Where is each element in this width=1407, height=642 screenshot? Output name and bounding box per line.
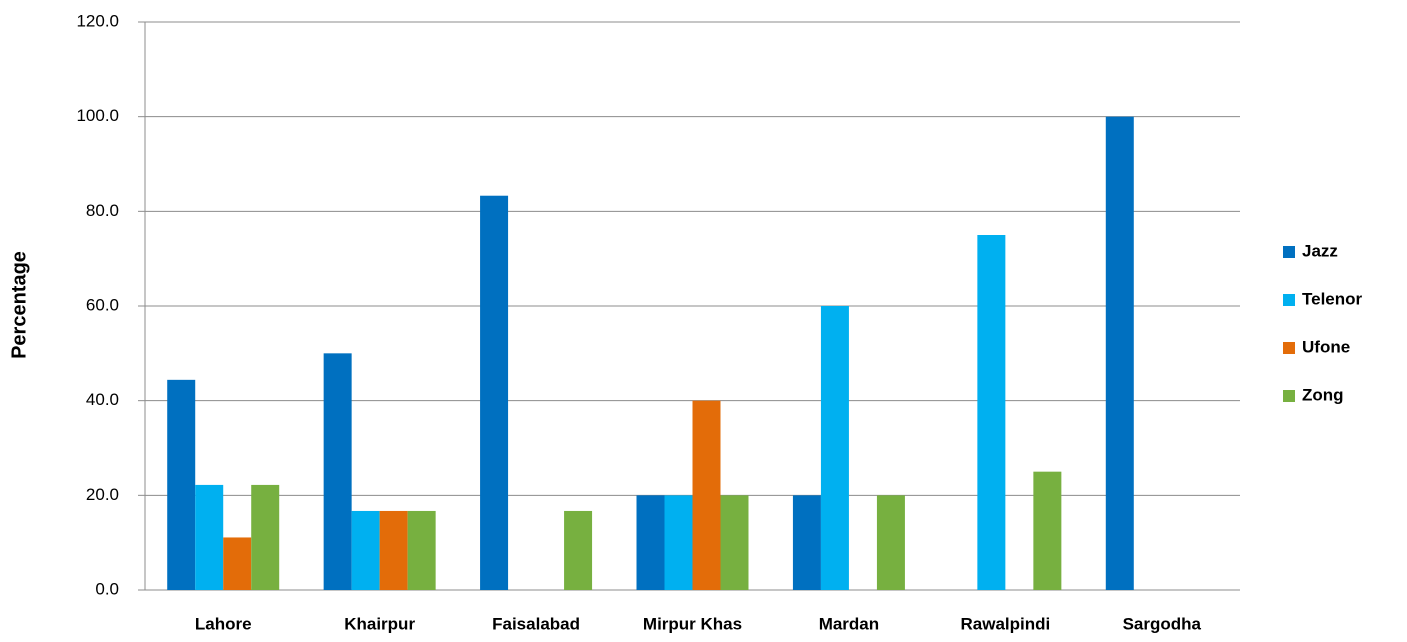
x-tick-label: Khairpur [344, 614, 415, 633]
legend-swatch [1283, 342, 1295, 354]
bar [664, 495, 693, 590]
bar [195, 484, 224, 590]
x-tick-label: Lahore [195, 614, 252, 633]
legend-label: Zong [1302, 385, 1344, 404]
bar [720, 495, 749, 590]
x-tick-label: Rawalpindi [960, 614, 1050, 633]
x-tick-label: Mardan [819, 614, 879, 633]
y-tick-label: 100.0 [76, 106, 119, 125]
x-tick-label: Sargodha [1123, 614, 1202, 633]
bar [692, 400, 721, 590]
y-tick-label: 80.0 [86, 201, 119, 220]
x-tick-label: Faisalabad [492, 614, 580, 633]
x-tick-label: Mirpur Khas [643, 614, 742, 633]
bar [977, 235, 1006, 590]
legend-swatch [1283, 246, 1295, 258]
bar [379, 510, 408, 590]
legend-swatch [1283, 390, 1295, 402]
bar [792, 495, 821, 590]
legend-swatch [1283, 294, 1295, 306]
bar [223, 537, 252, 590]
bar [636, 495, 665, 590]
legend-label: Jazz [1302, 241, 1338, 260]
y-tick-label: 60.0 [86, 295, 119, 314]
bar [351, 510, 380, 590]
bar [564, 510, 593, 590]
bar [820, 306, 849, 590]
y-tick-label: 20.0 [86, 485, 119, 504]
bar [251, 484, 280, 590]
bar [1033, 471, 1062, 590]
legend-label: Telenor [1302, 289, 1363, 308]
bar [407, 510, 436, 590]
y-axis-label: Percentage [8, 251, 30, 359]
y-tick-label: 40.0 [86, 390, 119, 409]
bar [323, 353, 352, 590]
y-tick-label: 120.0 [76, 11, 119, 30]
bar [480, 195, 509, 591]
y-tick-label: 0.0 [95, 579, 119, 598]
bar [167, 379, 196, 590]
bar [1105, 116, 1134, 591]
bar [876, 495, 905, 590]
legend-label: Ufone [1302, 337, 1350, 356]
